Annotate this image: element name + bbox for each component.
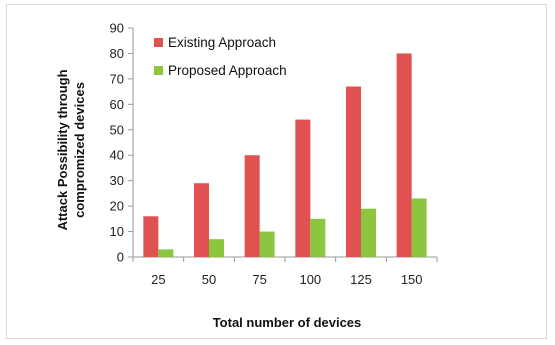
legend-swatch-existing (154, 38, 163, 47)
bar-existing (295, 119, 311, 257)
bar-existing (194, 183, 209, 257)
y-tick-label: 0 (117, 250, 124, 265)
bar-proposed (158, 249, 174, 257)
x-tick-label: 100 (299, 272, 321, 287)
chart-frame (6, 4, 547, 339)
y-tick-label: 60 (110, 97, 124, 112)
legend-label-proposed: Proposed Approach (168, 63, 287, 78)
x-tick-label: 25 (151, 272, 165, 287)
y-tick-label: 40 (110, 148, 124, 163)
legend-label-existing: Existing Approach (168, 35, 276, 50)
y-tick-label: 30 (110, 173, 124, 188)
x-tick-label: 75 (252, 272, 266, 287)
y-axis-title-line-1: Attack Possibility through (55, 69, 70, 230)
plot-area: 0 10 20 30 40 50 60 70 80 90 25 50 75 100 125 150 (110, 21, 438, 287)
y-axis-title: Attack Possibility through compromized d… (55, 69, 87, 230)
y-tick-label: 50 (110, 122, 124, 137)
y-tick-label: 70 (110, 71, 124, 86)
x-tick-label: 50 (202, 272, 216, 287)
x-axis-title: Total number of devices (213, 315, 362, 330)
y-tick-label: 10 (110, 224, 124, 239)
y-tick-label: 90 (110, 21, 124, 36)
bar-existing (244, 155, 260, 257)
x-tick-label: 150 (401, 272, 423, 287)
bar-proposed (209, 239, 224, 257)
legend-swatch-proposed (154, 66, 163, 75)
x-tick-label: 125 (350, 272, 372, 287)
y-tick-label: 80 (110, 46, 124, 61)
bar-proposed (361, 208, 376, 257)
bar-existing (346, 86, 361, 258)
bar-existing (396, 53, 412, 257)
bar-proposed (411, 198, 427, 257)
bar-proposed (259, 231, 275, 257)
y-axis-title-line-2: compromized devices (72, 82, 87, 218)
legend: Existing Approach Proposed Approach (154, 35, 287, 78)
y-tick-label: 20 (110, 199, 124, 214)
bar-existing (143, 216, 159, 257)
bar-proposed (310, 218, 326, 257)
